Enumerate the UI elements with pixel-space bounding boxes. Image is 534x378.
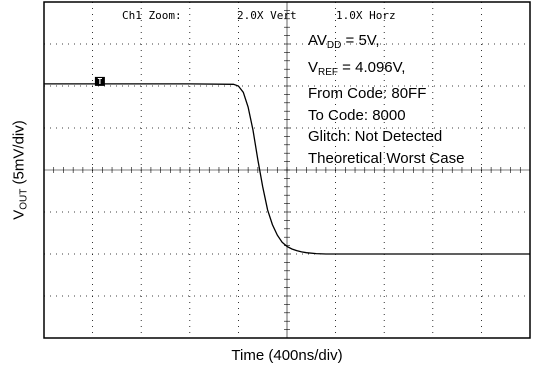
avdd-sub: DD	[326, 40, 342, 51]
vref-line: VREF = 4.096V,	[308, 57, 464, 84]
vref-sub: REF	[318, 66, 339, 78]
trigger-marker: T	[94, 76, 105, 86]
y-label-main: V	[10, 209, 28, 220]
glitch-line: Glitch: Not Detected	[308, 128, 443, 146]
x-axis-label: Time (400ns/div)	[231, 347, 343, 364]
horz-zoom: 1.0X Horz	[336, 9, 396, 22]
trigger-marker-box	[94, 76, 105, 86]
avdd-rest: = 5V,	[341, 32, 380, 49]
grid	[43, 2, 531, 339]
vref-main: V	[308, 58, 319, 76]
avdd-line: AVDD = 5V,	[308, 30, 464, 57]
y-label-rest: (5mV/div)	[10, 120, 28, 189]
to-code-line: To Code: 8000	[308, 106, 406, 124]
from-code-line: From Code: 80FF	[308, 85, 427, 103]
vref-rest: = 4.096V,	[338, 58, 406, 76]
annotation-box: AVDD = 5V, VREF = 4.096V, From Code: 80F…	[308, 30, 464, 170]
trigger-marker-label: T	[97, 77, 102, 86]
y-label-sub: OUT	[18, 188, 30, 210]
vout-trace	[44, 83, 530, 255]
zoom-label: Ch1 Zoom:	[122, 9, 182, 22]
worst-case-line: Theoretical Worst Case	[308, 149, 465, 167]
vert-zoom: 2.0X Vert	[237, 9, 297, 22]
avdd-main: AV	[308, 32, 327, 49]
y-axis-label: VOUT (5mV/div)	[0, 0, 40, 340]
